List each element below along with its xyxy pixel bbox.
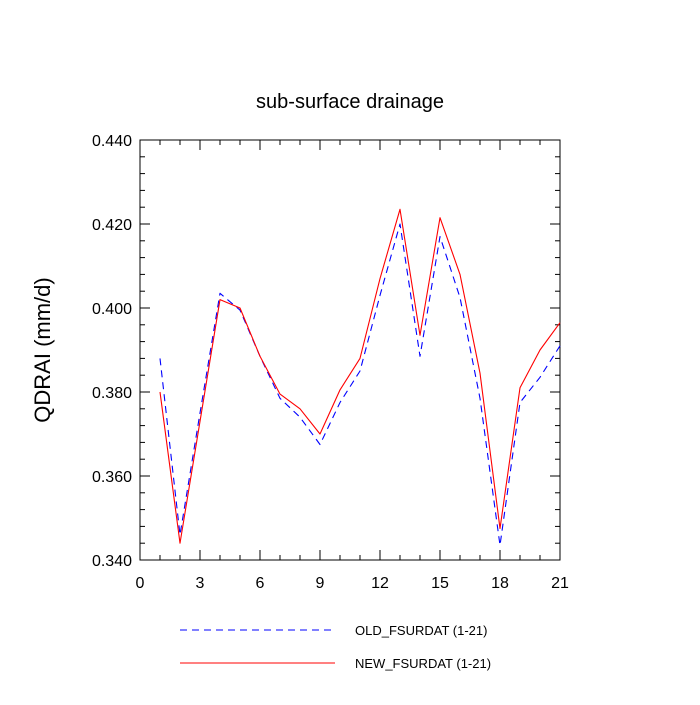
x-tick-label: 15 [431,575,449,592]
series-line-old [159,223,561,546]
y-tick-label: 0.340 [92,553,132,570]
x-tick-label: 18 [491,575,509,592]
y-tick-label: 0.400 [92,301,132,318]
x-tick-label: 0 [136,575,145,592]
y-tick-label: 0.360 [92,469,132,486]
x-tick-label: 3 [196,575,205,592]
x-tick-label: 12 [371,575,389,592]
series-lines [159,208,561,546]
legend-label: OLD_FSURDAT (1-21) [355,623,487,638]
plot-frame [139,139,561,561]
axis-ticks: 0 3 6 9 12 15 18 21 0.340 0.360 0.380 0.400 0.420 0.4… [92,133,569,592]
y-tick-label: 0.440 [92,133,132,150]
y-axis-label: QDRAI (mm/d) [30,277,55,422]
x-tick-label: 21 [551,575,569,592]
series-line-new [159,208,561,544]
chart-title: sub-surface drainage [256,91,444,113]
legend: OLD_FSURDAT (1-21) NEW_FSURDAT (1-21) [180,623,491,671]
legend-label: NEW_FSURDAT (1-21) [355,656,491,671]
x-tick-label: 6 [256,575,265,592]
x-tick-label: 9 [316,575,325,592]
y-tick-label: 0.380 [92,385,132,402]
y-tick-label: 0.420 [92,217,132,234]
